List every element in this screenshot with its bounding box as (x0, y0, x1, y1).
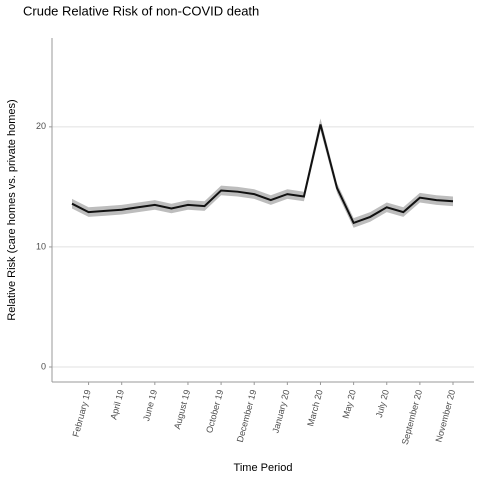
confidence-band (72, 118, 453, 228)
chart-title: Crude Relative Risk of non-COVID death (23, 3, 259, 18)
x-tick-label: August 19 (172, 389, 192, 431)
line (71, 124, 454, 225)
x-tick-label: January 20 (270, 389, 291, 435)
y-axis-label: Relative Risk (care homes vs. private ho… (6, 99, 18, 320)
x-tick-label: October 19 (204, 389, 225, 435)
x-tick-label: September 20 (400, 389, 424, 446)
x-tick-label: March 20 (305, 389, 324, 428)
y-tick-label: 20 (36, 121, 46, 131)
x-tick-label: February 19 (71, 389, 93, 438)
y-tick-label: 0 (41, 361, 46, 371)
x-tick-label: June 19 (141, 389, 159, 423)
x-tick-label: November 20 (434, 389, 458, 444)
x-axis-label: Time Period (234, 462, 293, 474)
x-tick-label: July 20 (374, 389, 391, 419)
y-tick-label: 10 (36, 241, 46, 251)
x-tick-label: May 20 (341, 389, 358, 420)
x-tick-label: April 19 (108, 389, 126, 421)
x-tick-label: December 19 (235, 389, 259, 444)
